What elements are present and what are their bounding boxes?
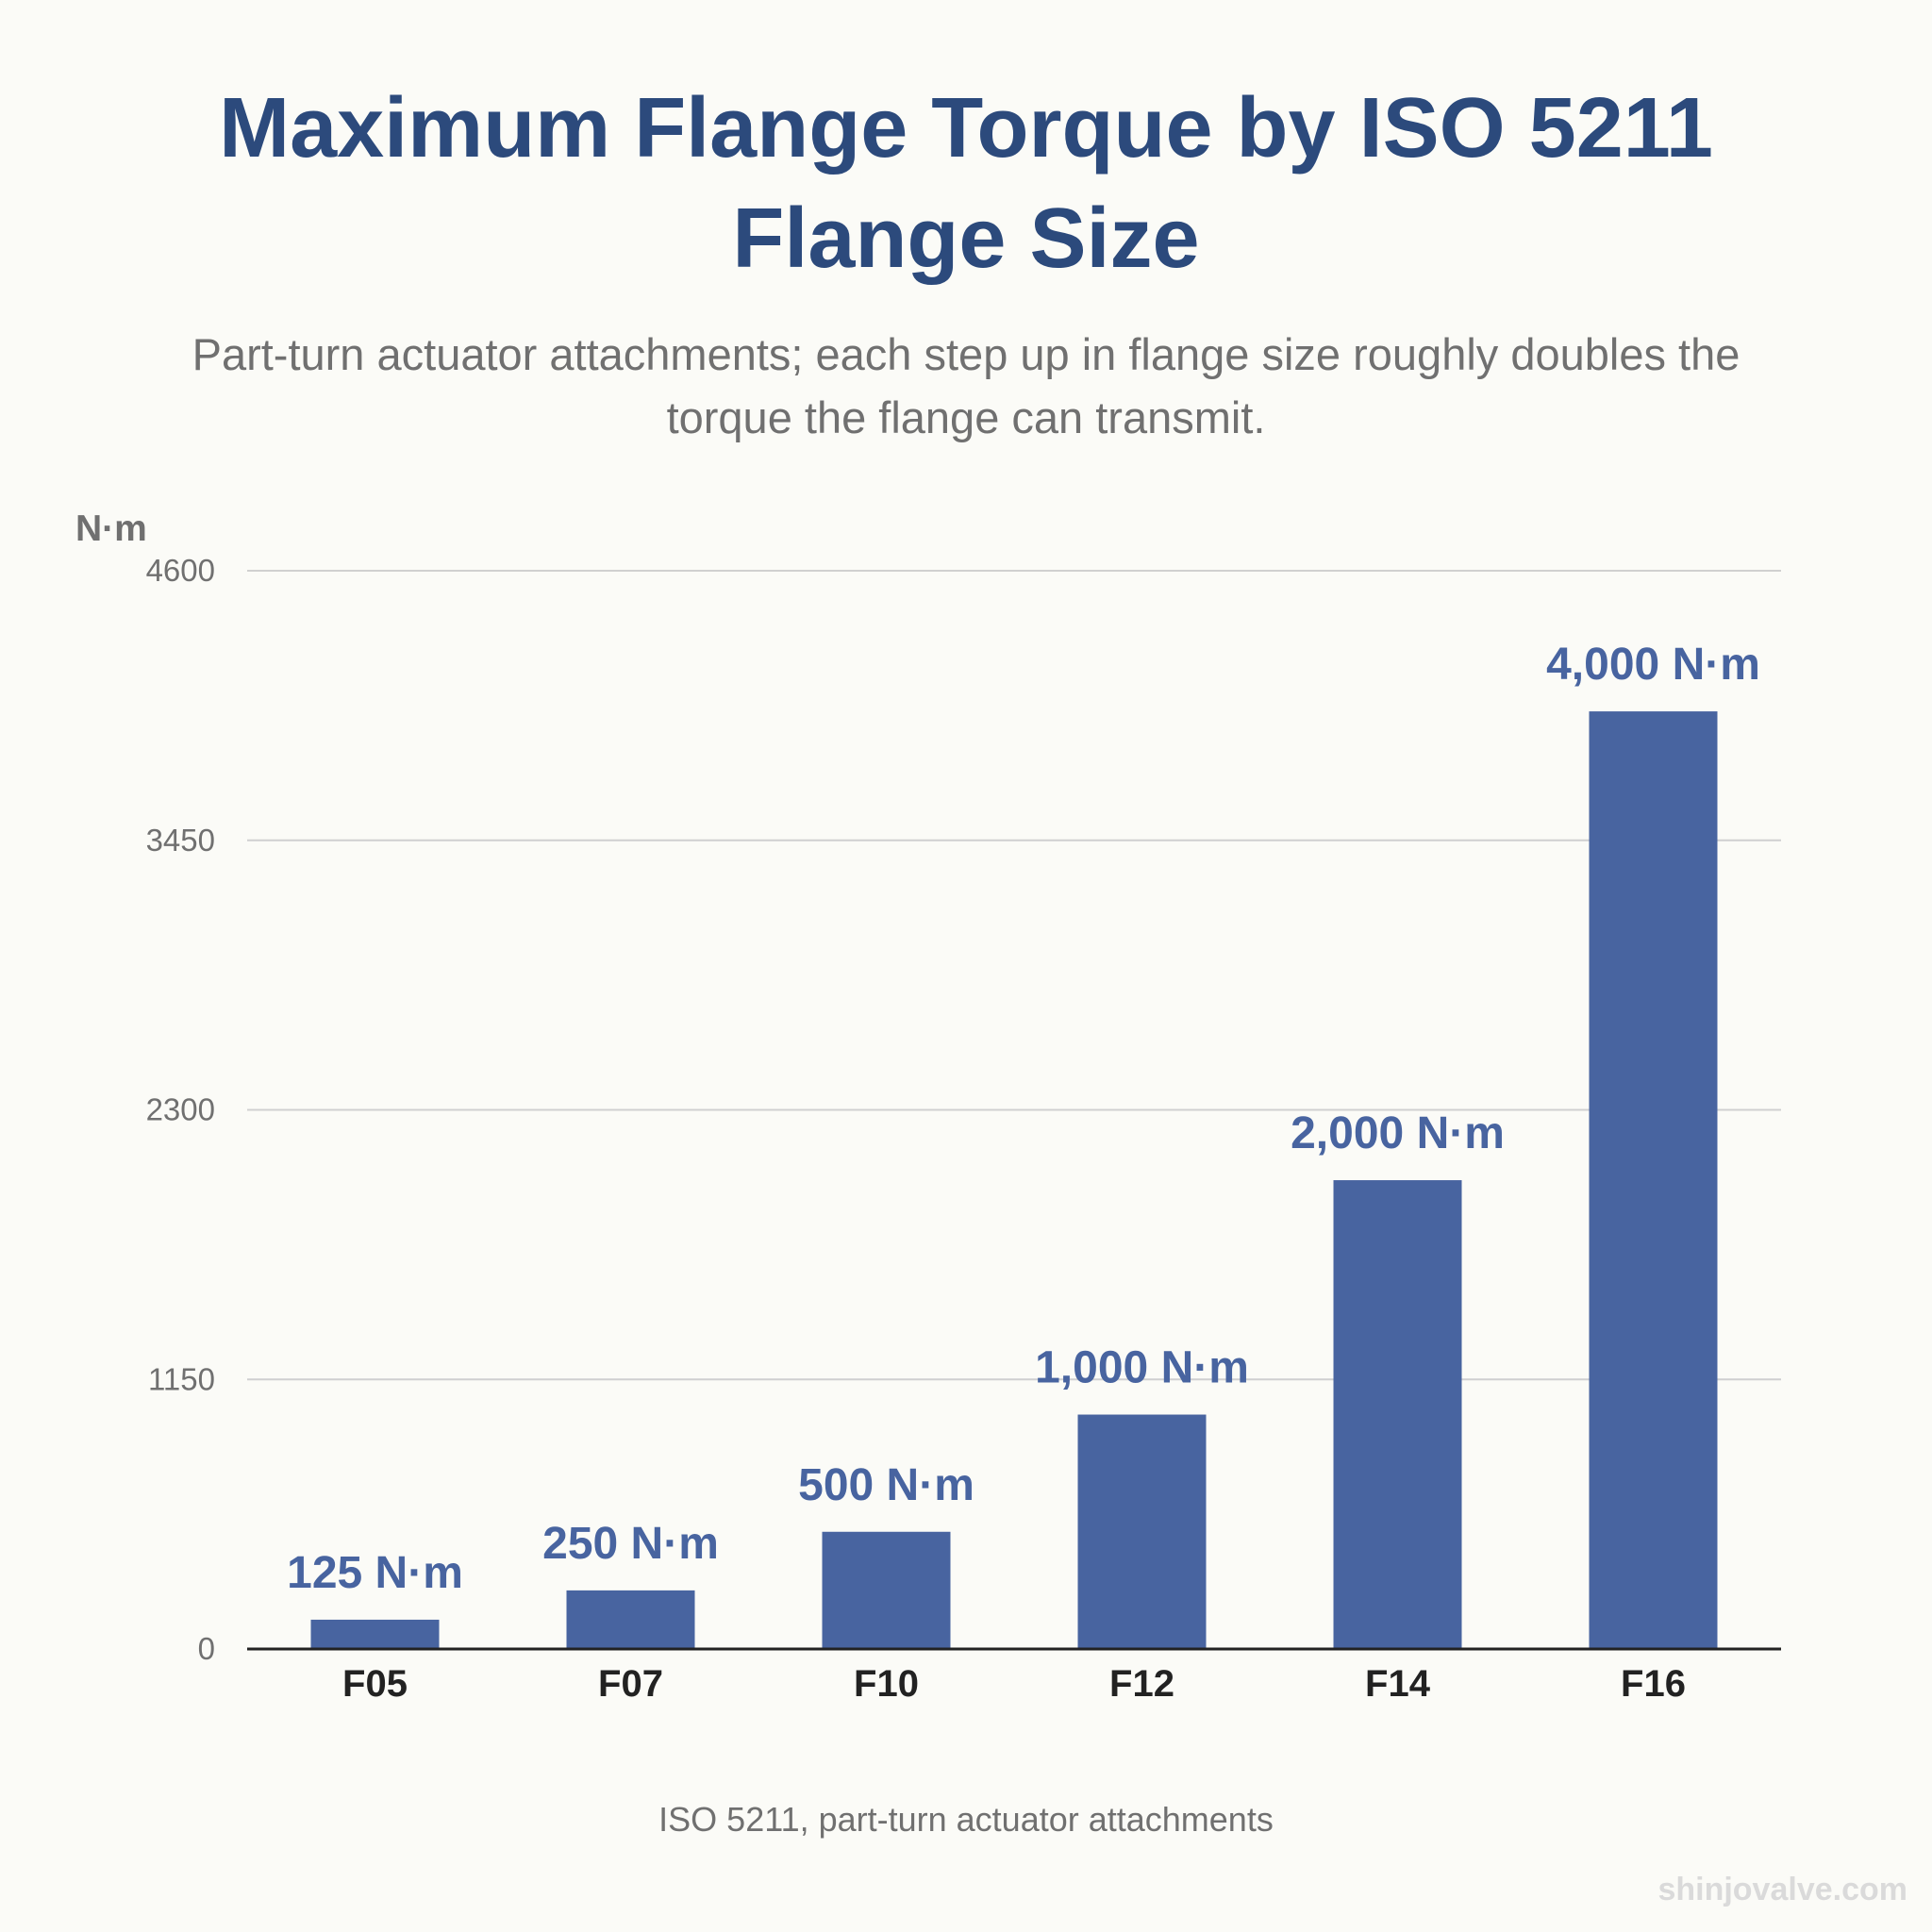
y-axis-label: N·m xyxy=(75,508,147,549)
x-tick-label: F14 xyxy=(1365,1663,1431,1705)
y-axis-ticks: 0 1150 2300 3450 4600 xyxy=(146,553,215,1666)
bar-value-label: 500 N·m xyxy=(798,1460,974,1510)
bar-value-label: 250 N·m xyxy=(542,1519,719,1569)
x-tick-label: F12 xyxy=(1109,1663,1174,1705)
x-axis-ticks: F05 F07 F10 F12 F14 F16 xyxy=(342,1663,1686,1705)
bar-value-label: 4,000 N·m xyxy=(1546,640,1760,690)
x-tick-label: F10 xyxy=(854,1663,919,1705)
bar-f07 xyxy=(566,1590,695,1649)
chart-source-note: ISO 5211, part-turn actuator attachments xyxy=(658,1800,1274,1839)
watermark: shinjovalve.com xyxy=(1657,1872,1907,1907)
bar-f12 xyxy=(1077,1414,1207,1649)
bar-f14 xyxy=(1333,1180,1462,1649)
y-tick-label: 0 xyxy=(198,1631,215,1666)
y-tick-label: 4600 xyxy=(146,553,215,588)
y-tick-label: 2300 xyxy=(146,1092,215,1127)
y-tick-label: 3450 xyxy=(146,823,215,858)
bar-value-label: 1,000 N·m xyxy=(1035,1343,1249,1393)
bar-value-label: 2,000 N·m xyxy=(1291,1108,1505,1158)
chart-subtitle: Part-turn actuator attachments; each ste… xyxy=(192,329,1740,442)
bar-f05 xyxy=(310,1619,440,1649)
bar-value-label: 125 N·m xyxy=(287,1548,463,1598)
bar-f10 xyxy=(822,1531,951,1649)
bars xyxy=(310,711,1718,1649)
x-tick-label: F16 xyxy=(1621,1663,1686,1705)
x-tick-label: F05 xyxy=(342,1663,408,1705)
bar-f16 xyxy=(1589,711,1718,1649)
chart-title: Maximum Flange Torque by ISO 5211 Flange… xyxy=(219,81,1713,286)
bar-value-labels: 125 N·m 250 N·m 500 N·m 1,000 N·m 2,000 N·m 4… xyxy=(287,640,1760,1598)
x-tick-label: F07 xyxy=(598,1663,663,1705)
gridlines xyxy=(247,570,1781,1381)
y-tick-label: 1150 xyxy=(148,1361,215,1396)
